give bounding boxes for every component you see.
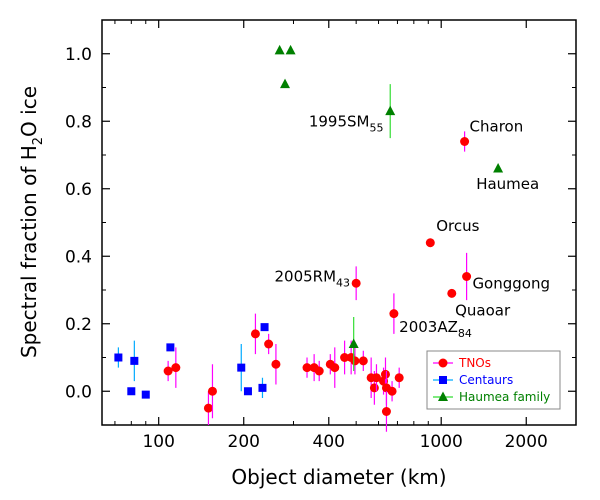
data-points — [114, 44, 504, 432]
annotation-2003az84: 2003AZ84 — [399, 318, 472, 340]
legend-label-centaurs: Centaurs — [459, 373, 513, 387]
y-axis-label-subscript: 2 — [31, 137, 46, 145]
tnos-point — [350, 356, 360, 366]
annotation-orcus: Orcus — [436, 217, 479, 235]
tnos-point — [369, 383, 379, 393]
tnos-point — [358, 356, 368, 366]
tnos-point — [351, 278, 361, 288]
x-tick-label: 100 — [142, 432, 174, 452]
tnos-point — [380, 369, 390, 379]
tnos-point — [302, 363, 312, 373]
tnos-point — [207, 386, 217, 396]
haumea-family-point — [385, 105, 396, 116]
y-axis-label-part-2: O ice — [17, 86, 41, 137]
tnos-point — [271, 359, 281, 369]
legend-label-tnos: TNOs — [458, 356, 491, 370]
haumea-family-point — [348, 338, 359, 348]
centaurs-point — [127, 387, 136, 396]
centaurs-point — [260, 323, 269, 332]
annotation-2005rm43: 2005RM43 — [275, 268, 351, 290]
y-tick-label: 1.0 — [65, 45, 92, 65]
x-tick-label: 1000 — [420, 432, 463, 452]
object-annotations: 1995SM55 Charon Haumea Orcus 2005RM43 Gonggon… — [275, 112, 551, 340]
tnos-point — [340, 353, 350, 362]
centaurs-point — [258, 383, 267, 392]
legend: TNOs Centaurs Haumea family — [426, 350, 561, 410]
tnos-point — [163, 366, 173, 376]
centaurs-point — [114, 353, 123, 362]
tnos-point — [447, 288, 457, 298]
tnos-point — [387, 386, 397, 396]
y-axis-label: Spectral fraction of H2O ice — [17, 86, 46, 358]
annotation-charon: Charon — [470, 117, 524, 135]
centaurs-point — [166, 343, 175, 352]
tnos-point — [460, 137, 470, 146]
tnos-point — [314, 366, 324, 376]
annotation-quaoar: Quaoar — [455, 301, 511, 319]
y-tick-label: 0.8 — [65, 112, 92, 132]
haumea-family-point — [274, 44, 285, 55]
tnos-point — [371, 373, 381, 383]
centaurs-point — [237, 363, 246, 372]
y-tick-label: 0.2 — [65, 315, 92, 335]
tnos-point — [425, 238, 435, 248]
x-axis-label: Object diameter (km) — [231, 465, 446, 489]
x-tick-label: 2000 — [505, 432, 548, 452]
centaurs-point — [130, 356, 139, 365]
tnos-point — [389, 309, 399, 319]
legend-marker-centaurs — [439, 376, 447, 384]
annotation-1995sm55: 1995SM55 — [309, 112, 384, 134]
tnos-point — [330, 363, 340, 373]
y-tick-label: 0.0 — [65, 382, 92, 402]
x-tick-label: 400 — [313, 432, 345, 452]
tnos-point — [264, 339, 274, 349]
y-tick-label: 0.6 — [65, 180, 92, 200]
legend-marker-haumea-family — [438, 391, 448, 401]
annotation-gonggong: Gonggong — [472, 274, 550, 292]
tnos-point — [462, 272, 472, 281]
haumea-family-point — [280, 78, 291, 89]
tnos-point — [381, 407, 391, 416]
haumea-family-point — [493, 163, 504, 173]
tnos-point — [394, 373, 404, 383]
legend-marker-tnos — [438, 358, 448, 368]
x-tick-label: 200 — [228, 432, 260, 452]
tnos-point — [203, 403, 213, 413]
annotation-haumea: Haumea — [476, 175, 539, 193]
legend-box — [426, 350, 561, 410]
centaurs-point — [141, 390, 150, 399]
haumea-family-point — [285, 44, 296, 55]
axis-ticks: 0.0 0.2 0.4 0.6 0.8 1.0 100 200 400 1000 2000 — [65, 19, 577, 452]
legend-label-haumea-family: Haumea family — [459, 390, 550, 404]
centaurs-point — [243, 387, 252, 396]
y-axis-label-part-1: Spectral fraction of H — [17, 145, 41, 358]
y-tick-label: 0.4 — [65, 247, 92, 267]
tnos-point — [171, 363, 181, 373]
tnos-point — [250, 329, 260, 339]
